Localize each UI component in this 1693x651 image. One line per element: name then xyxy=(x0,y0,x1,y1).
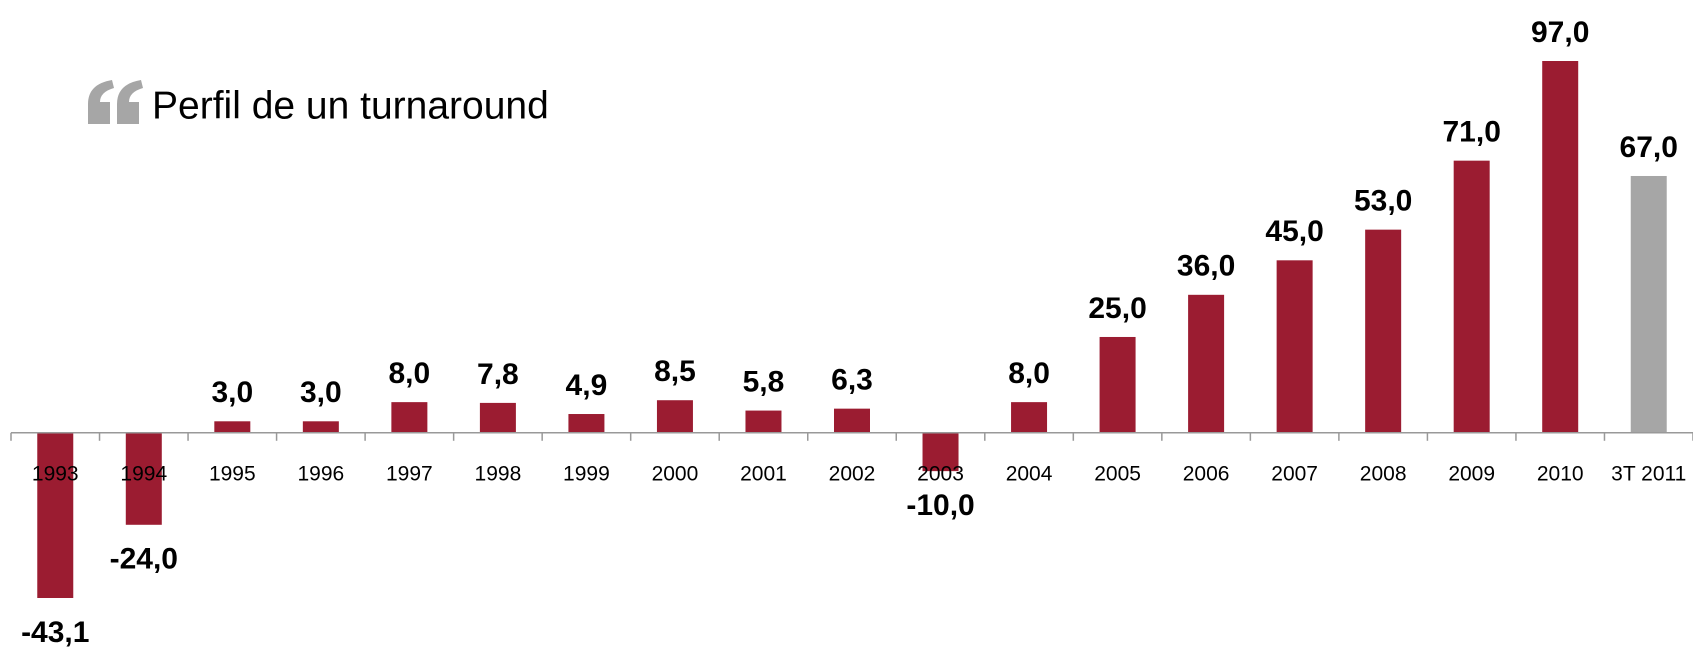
bar xyxy=(214,421,251,433)
bar xyxy=(1453,160,1490,433)
x-tick-label: 2006 xyxy=(1183,462,1230,485)
bar xyxy=(1099,336,1136,433)
data-label: 8,0 xyxy=(389,357,431,390)
bar xyxy=(1365,229,1402,433)
x-tick-label: 1999 xyxy=(563,462,610,485)
bar xyxy=(302,421,339,433)
bar xyxy=(1542,61,1579,433)
x-tick-label: 1997 xyxy=(386,462,433,485)
data-label: 8,5 xyxy=(654,355,696,388)
data-label: 45,0 xyxy=(1265,215,1323,248)
x-tick-label: 1995 xyxy=(209,462,256,485)
bar xyxy=(745,410,782,433)
quote-icon xyxy=(88,80,143,124)
bar xyxy=(479,402,516,433)
bar xyxy=(1276,260,1313,433)
bar xyxy=(1188,294,1225,433)
bar xyxy=(37,432,74,598)
data-label: -10,0 xyxy=(906,489,974,522)
x-tick-label: 2003 xyxy=(917,462,964,485)
x-tick-label: 1998 xyxy=(475,462,522,485)
data-label: 97,0 xyxy=(1531,16,1589,49)
bar xyxy=(125,432,162,525)
data-label: 7,8 xyxy=(477,358,519,391)
data-label: 3,0 xyxy=(211,376,253,409)
x-tick-label: 2009 xyxy=(1448,462,1495,485)
bar xyxy=(568,414,605,433)
data-label: 53,0 xyxy=(1354,185,1412,218)
data-label: -43,1 xyxy=(21,616,89,649)
x-tick-label: 2004 xyxy=(1006,462,1053,485)
x-tick-label: 2005 xyxy=(1094,462,1141,485)
x-tick-label: 2001 xyxy=(740,462,787,485)
x-tick-label: 2007 xyxy=(1271,462,1318,485)
x-tick-label: 3T 2011 xyxy=(1611,462,1686,485)
x-tick-label: 2002 xyxy=(829,462,876,485)
x-tick-label: 1993 xyxy=(32,462,79,485)
x-tick-label: 1994 xyxy=(120,462,167,485)
data-label: 67,0 xyxy=(1620,131,1678,164)
bar xyxy=(656,400,693,433)
data-label: 36,0 xyxy=(1177,250,1235,283)
bar xyxy=(391,402,428,433)
bar xyxy=(1011,402,1048,433)
data-label: 4,9 xyxy=(566,369,608,402)
data-label: 3,0 xyxy=(300,376,342,409)
data-label: 71,0 xyxy=(1442,116,1500,149)
bar xyxy=(922,432,959,472)
x-tick-label: 2000 xyxy=(652,462,699,485)
data-label: 8,0 xyxy=(1008,357,1050,390)
x-tick-label: 2008 xyxy=(1360,462,1407,485)
data-label: -24,0 xyxy=(110,543,178,576)
data-label: 5,8 xyxy=(743,365,785,398)
data-label: 25,0 xyxy=(1088,292,1146,325)
bar xyxy=(1630,175,1667,433)
chart-title: Perfil de un turnaround xyxy=(152,84,549,127)
x-tick-label: 1996 xyxy=(297,462,344,485)
data-label: 6,3 xyxy=(831,364,873,397)
x-tick-label: 2010 xyxy=(1537,462,1584,485)
bar xyxy=(834,408,870,433)
